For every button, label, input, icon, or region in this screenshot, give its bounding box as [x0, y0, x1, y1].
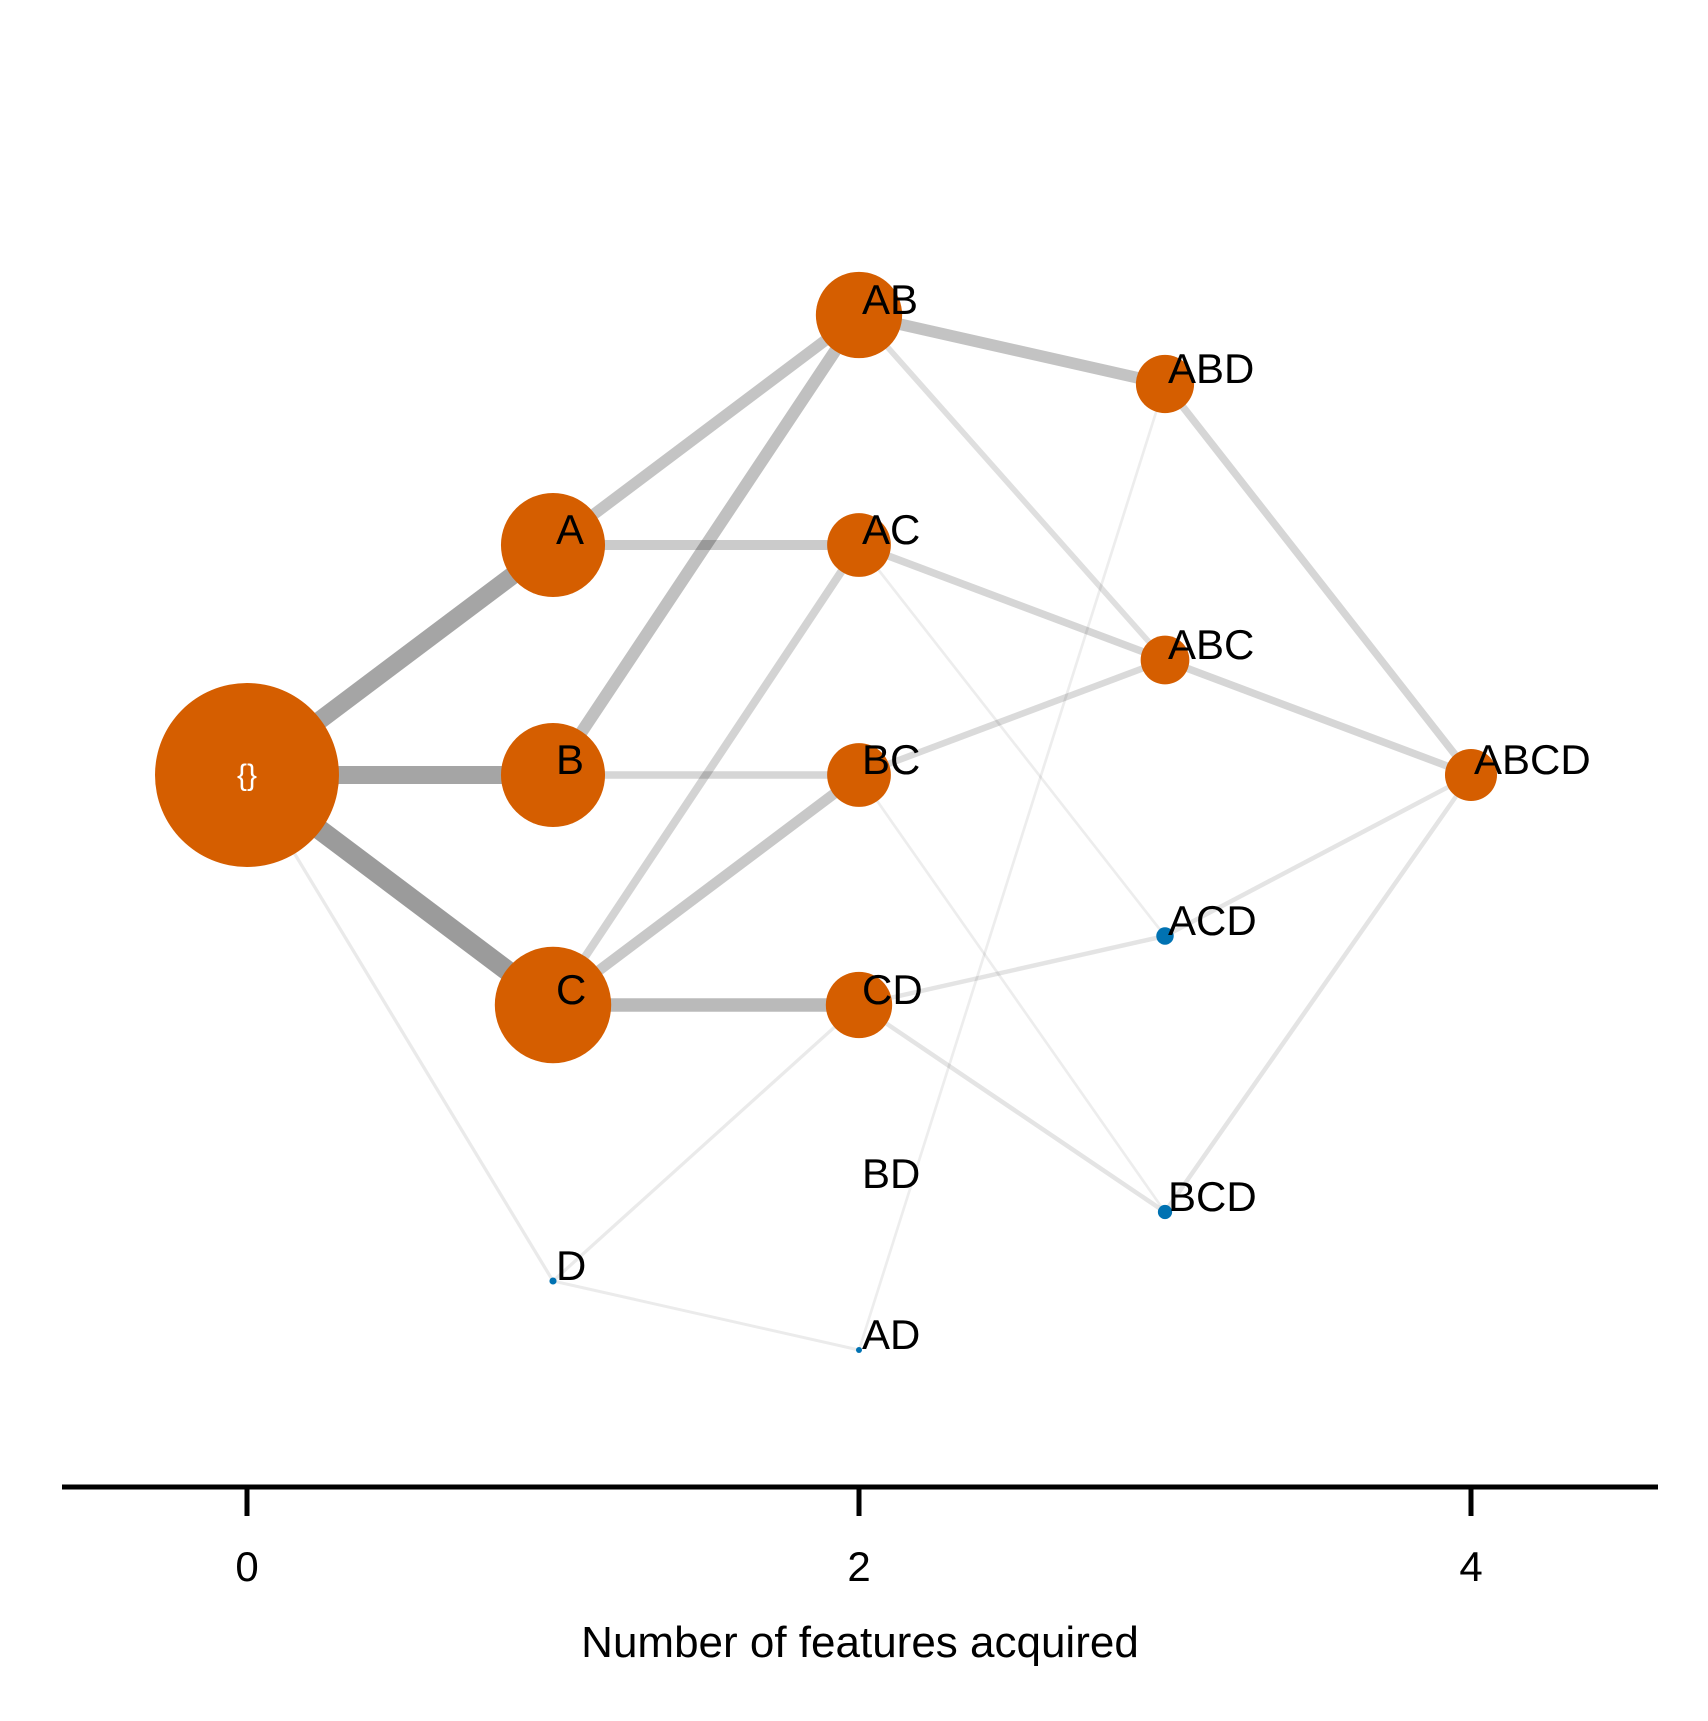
- edge-AC-ABC: [857, 541, 1167, 664]
- edge-CD-ACD: [858, 933, 1166, 1008]
- node-label-CD: CD: [862, 966, 923, 1013]
- node-ACD: [1156, 927, 1174, 945]
- node-label-ACD: ACD: [1168, 897, 1257, 944]
- node-A: [500, 492, 606, 598]
- node-label-BCD: BCD: [1168, 1173, 1257, 1220]
- x-tick-label-2: 2: [847, 1543, 870, 1590]
- edge-D-CD: [551, 1003, 861, 1283]
- x-tick-label-4: 4: [1459, 1543, 1482, 1590]
- edge-AD-ABD: [857, 383, 1167, 1351]
- node-label-A: A: [556, 506, 584, 553]
- node-C: [494, 946, 612, 1064]
- edge-C-BC: [549, 770, 863, 1010]
- nodes-layer: [155, 271, 1498, 1353]
- node-label-ABC: ABC: [1168, 621, 1254, 668]
- edge-C-AC: [549, 542, 863, 1008]
- node-label-AC: AC: [862, 506, 920, 553]
- x-tick-label-0: 0: [235, 1543, 258, 1590]
- node-AB: [815, 271, 903, 359]
- node-BC: [827, 743, 891, 807]
- edge-ABC-ABCD: [1163, 656, 1473, 779]
- edge-rootroot-D: [245, 774, 555, 1282]
- x-axis-title: Number of features acquired: [581, 1618, 1139, 1667]
- node-ABC: [1140, 635, 1190, 685]
- edge-ABD-ABCD: [1162, 381, 1474, 778]
- node-D: [549, 1277, 557, 1285]
- edge-AB-ABD: [857, 309, 1167, 390]
- node-BCD: [1157, 1204, 1173, 1220]
- node-label-root: {}: [237, 759, 257, 792]
- node-CD: [825, 971, 893, 1039]
- node-label-BC: BC: [862, 736, 920, 783]
- edge-B-AB: [547, 311, 865, 779]
- node-ABCD: [1444, 748, 1498, 802]
- edge-AC-ACD: [857, 544, 1167, 937]
- node-label-ABD: ABD: [1168, 345, 1254, 392]
- edge-BC-ABC: [857, 656, 1167, 779]
- edge-A-AB: [549, 310, 863, 550]
- x-axis-ticks: 0 2 4: [235, 1487, 1483, 1590]
- node-ABD: [1135, 354, 1195, 414]
- node-AD: [856, 1347, 862, 1353]
- node-label-BD: BD: [862, 1150, 920, 1197]
- node-label-AB: AB: [862, 276, 918, 323]
- edge-BC-BCD: [857, 774, 1167, 1213]
- node-label-D: D: [556, 1242, 586, 1289]
- edge-AB-ABC: [856, 313, 1168, 662]
- node-label-AD: AD: [862, 1311, 920, 1358]
- node-label-C: C: [556, 966, 586, 1013]
- edge-D-AD: [552, 1279, 860, 1352]
- edges-layer: [240, 309, 1474, 1352]
- x-axis: 0 2 4 Number of features acquired: [62, 1484, 1658, 1667]
- node-B: [500, 722, 606, 828]
- edge-CD-BCD: [857, 1003, 1167, 1214]
- node-root: [155, 683, 339, 867]
- node-AC: [827, 513, 891, 577]
- edge-ACD-ABCD: [1163, 773, 1473, 938]
- node-label-ABCD: ABCD: [1474, 736, 1591, 783]
- node-label-B: B: [556, 736, 584, 783]
- edge-BCD-ABCD: [1163, 773, 1473, 1214]
